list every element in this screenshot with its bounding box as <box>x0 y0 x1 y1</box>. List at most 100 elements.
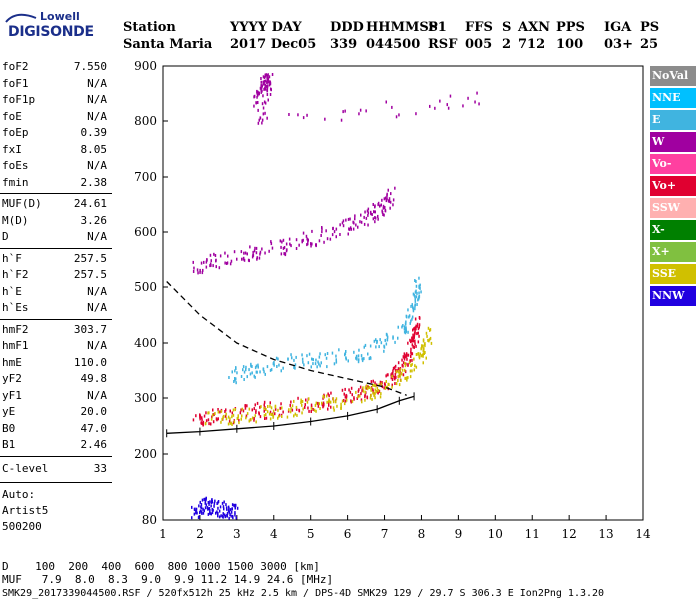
echo-point <box>256 256 258 260</box>
echo-point <box>237 414 239 418</box>
param-key: B1 <box>2 438 16 451</box>
x-tick-label: 14 <box>635 527 651 541</box>
y-tick-label: 80 <box>142 513 157 527</box>
echo-point <box>386 197 388 201</box>
param-row: h`F2 257.5 <box>2 268 107 284</box>
echo-point <box>244 404 247 408</box>
param-row: fxI 8.05 <box>2 143 107 159</box>
param-value: N/A <box>87 230 107 243</box>
echo-point <box>372 217 375 221</box>
echo-point <box>414 279 416 282</box>
echo-point <box>193 512 196 516</box>
header-value-6: 2 <box>502 37 512 52</box>
echo-point <box>250 362 252 366</box>
echo-point <box>391 372 393 376</box>
echo-point <box>202 511 205 515</box>
echo-point <box>301 400 304 403</box>
echo-point <box>199 509 202 513</box>
echo-point <box>373 339 376 343</box>
echo-point <box>282 238 285 242</box>
echo-point <box>262 80 264 84</box>
echo-point <box>333 362 336 366</box>
echo-point <box>310 406 313 410</box>
echo-point <box>411 317 413 321</box>
echo-point <box>345 218 347 222</box>
echo-point <box>232 421 235 425</box>
echo-point <box>358 348 360 352</box>
echo-point <box>258 118 260 122</box>
echo-point <box>359 220 361 224</box>
echo-point <box>206 506 209 510</box>
echo-point <box>405 352 408 356</box>
echo-point <box>221 417 223 421</box>
echo-trace-scatter-cyan <box>228 276 422 385</box>
echo-point <box>370 386 372 390</box>
echo-point <box>405 329 407 333</box>
echo-point <box>316 365 318 369</box>
echo-trace-top-spread <box>253 73 480 125</box>
param-row: foEs N/A <box>2 159 107 175</box>
echo-point <box>262 112 265 116</box>
echo-point <box>415 324 417 328</box>
echo-point <box>412 328 414 332</box>
echo-point <box>246 252 248 256</box>
echo-point <box>335 360 338 364</box>
echo-point <box>195 507 198 511</box>
echo-point <box>269 93 272 96</box>
echo-point <box>199 268 201 272</box>
echo-point <box>347 217 350 221</box>
echo-point <box>374 210 376 214</box>
echo-point <box>256 95 258 99</box>
echo-point <box>209 264 211 268</box>
profile-dashed-line <box>166 281 407 396</box>
echo-point <box>374 381 376 385</box>
echo-point <box>265 79 267 83</box>
echo-point <box>400 379 402 382</box>
echo-point <box>419 283 421 287</box>
echo-point <box>281 415 283 418</box>
echo-point <box>414 307 416 311</box>
echo-point <box>390 192 392 196</box>
param-row: foE N/A <box>2 110 107 126</box>
echo-point <box>418 295 420 299</box>
echo-point <box>271 246 274 250</box>
echo-point <box>266 76 268 80</box>
x-tick-label: 9 <box>455 527 463 541</box>
echo-point <box>261 121 263 125</box>
echo-point <box>381 211 384 214</box>
echo-point <box>263 406 265 410</box>
echo-point <box>413 333 416 337</box>
echo-point <box>341 388 344 392</box>
echo-point <box>233 380 235 383</box>
echo-point <box>203 414 206 418</box>
echo-point <box>424 344 426 348</box>
echo-point <box>273 361 275 364</box>
echo-point <box>330 391 332 395</box>
echo-point <box>428 339 430 343</box>
echo-point <box>363 357 365 361</box>
echo-point <box>399 368 401 372</box>
echo-point <box>413 331 416 335</box>
echo-point <box>227 422 230 426</box>
echo-point <box>262 367 265 371</box>
echo-point <box>321 401 323 405</box>
echo-point <box>410 355 412 358</box>
echo-point <box>318 362 320 366</box>
echo-point <box>274 412 276 416</box>
echo-point <box>416 322 419 326</box>
echo-point <box>290 407 292 410</box>
echo-point <box>372 389 374 393</box>
echo-point <box>376 341 378 345</box>
echo-point <box>352 227 355 231</box>
y-tick-label: 600 <box>134 225 157 239</box>
echo-point <box>264 406 266 409</box>
echo-point <box>474 100 476 104</box>
echo-point <box>371 397 373 401</box>
param-key: foEs <box>2 159 29 172</box>
echo-point <box>414 339 416 343</box>
echo-point <box>257 365 259 369</box>
echo-point <box>413 368 415 372</box>
echo-point <box>218 515 221 519</box>
echo-point <box>268 249 270 253</box>
echo-point <box>419 352 421 356</box>
